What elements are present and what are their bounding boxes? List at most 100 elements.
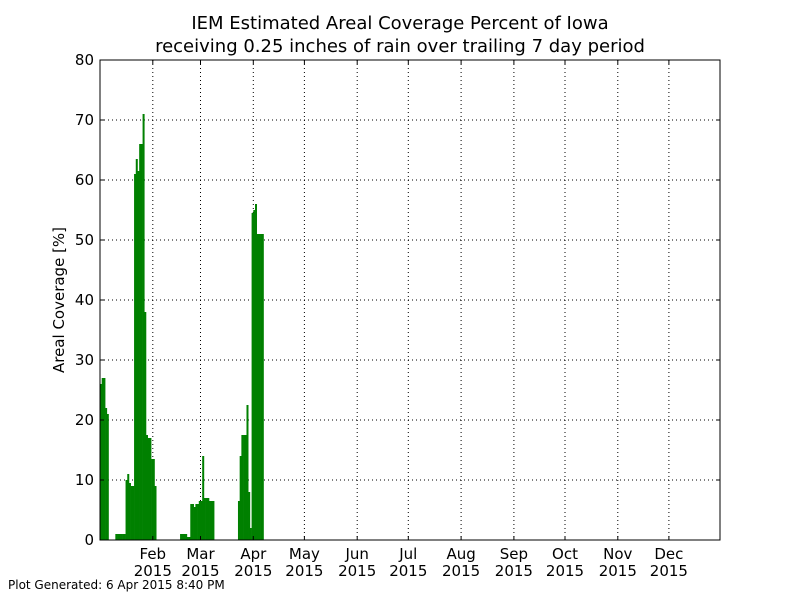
- x-tick-month-label: Jun: [344, 545, 368, 563]
- bar: [103, 378, 106, 540]
- y-tick-label: 80: [75, 51, 94, 69]
- y-tick-label: 30: [75, 351, 94, 369]
- grid-lines: [100, 60, 720, 540]
- bar: [203, 498, 206, 540]
- bar: [191, 504, 194, 540]
- bar: [195, 504, 198, 540]
- y-tick-label: 70: [75, 111, 94, 129]
- x-tick-year-label: 2015: [389, 562, 427, 580]
- bar: [152, 459, 155, 540]
- bar: [210, 501, 213, 540]
- bar: [100, 384, 103, 540]
- bar: [125, 480, 128, 540]
- bar: [258, 234, 261, 540]
- y-tick-labels: 0 10 20 30 40 50 60 70 80: [75, 51, 94, 549]
- bar: [134, 174, 137, 540]
- y-tick-label: 20: [75, 411, 94, 429]
- axis-ticks: [100, 59, 720, 541]
- bar: [260, 234, 263, 540]
- x-tick-year-label: 2015: [599, 562, 637, 580]
- bar: [147, 438, 150, 540]
- x-tick-month-label: Nov: [603, 545, 632, 563]
- bar: [249, 528, 252, 540]
- bar: [122, 534, 125, 540]
- bar: [180, 534, 183, 540]
- x-tick-year-label: 2015: [134, 562, 172, 580]
- bar: [237, 501, 240, 540]
- bar: [212, 501, 215, 540]
- bar: [128, 483, 131, 540]
- bars: [100, 114, 264, 540]
- bar: [205, 498, 208, 540]
- x-tick-year-label: 2015: [285, 562, 323, 580]
- bar: [149, 438, 152, 540]
- x-tick-month-label: Mar: [186, 545, 215, 563]
- bar: [256, 234, 259, 540]
- bar: [132, 486, 135, 540]
- bar: [140, 144, 143, 540]
- bar: [137, 171, 140, 540]
- bar: [127, 474, 130, 540]
- x-tick-month-label: Feb: [140, 545, 167, 563]
- x-tick-year-label: 2015: [442, 562, 480, 580]
- x-tick-month-label: Apr: [240, 545, 267, 563]
- y-tick-label: 50: [75, 231, 94, 249]
- bar: [123, 534, 126, 540]
- bar: [154, 486, 157, 540]
- bar: [200, 501, 203, 540]
- x-tick-labels: Feb2015Mar2015Apr2015May2015Jun2015Jul20…: [134, 545, 688, 580]
- bar: [105, 408, 108, 540]
- bar: [188, 537, 191, 540]
- y-tick-label: 10: [75, 471, 94, 489]
- bar: [142, 114, 145, 540]
- plot-generated-note: Plot Generated: 6 Apr 2015 8:40 PM: [8, 578, 225, 592]
- bar: [246, 405, 249, 540]
- bar: [251, 213, 254, 540]
- x-tick-month-label: Dec: [654, 545, 683, 563]
- bar: [181, 534, 184, 540]
- bar: [185, 534, 188, 540]
- x-tick-month-label: Sep: [500, 545, 528, 563]
- bar: [135, 159, 138, 540]
- bar: [255, 204, 258, 540]
- chart-title: IEM Estimated Areal Coverage Percent of …: [191, 13, 609, 34]
- bar: [198, 501, 201, 540]
- x-tick-year-label: 2015: [546, 562, 584, 580]
- bar: [115, 534, 118, 540]
- y-tick-label: 60: [75, 171, 94, 189]
- bar: [190, 504, 193, 540]
- bar: [244, 435, 247, 540]
- bar: [139, 144, 142, 540]
- bar: [243, 435, 246, 540]
- x-tick-year-label: 2015: [338, 562, 376, 580]
- bar: [239, 456, 242, 540]
- x-tick-year-label: 2015: [495, 562, 533, 580]
- x-tick-year-label: 2015: [650, 562, 688, 580]
- bar: [144, 312, 147, 540]
- y-tick-label: 40: [75, 291, 94, 309]
- bar: [186, 537, 189, 540]
- x-tick-month-label: Aug: [446, 545, 475, 563]
- bar: [253, 210, 256, 540]
- bar: [118, 534, 121, 540]
- x-tick-month-label: May: [289, 545, 320, 563]
- bar: [209, 501, 212, 540]
- bar: [130, 486, 133, 540]
- x-tick-year-label: 2015: [234, 562, 272, 580]
- bar: [261, 234, 264, 540]
- bar: [151, 459, 154, 540]
- bar: [120, 534, 123, 540]
- y-tick-label: 0: [84, 531, 94, 549]
- x-tick-year-label: 2015: [181, 562, 219, 580]
- bar: [241, 435, 244, 540]
- bar: [202, 456, 205, 540]
- bar: [248, 492, 251, 540]
- bar: [183, 534, 186, 540]
- x-tick-month-label: Oct: [552, 545, 578, 563]
- bar: [145, 435, 148, 540]
- bar: [193, 507, 196, 540]
- x-tick-month-label: Jul: [398, 545, 417, 563]
- chart-subtitle: receiving 0.25 inches of rain over trail…: [155, 36, 645, 57]
- y-axis-label: Areal Coverage [%]: [50, 227, 68, 373]
